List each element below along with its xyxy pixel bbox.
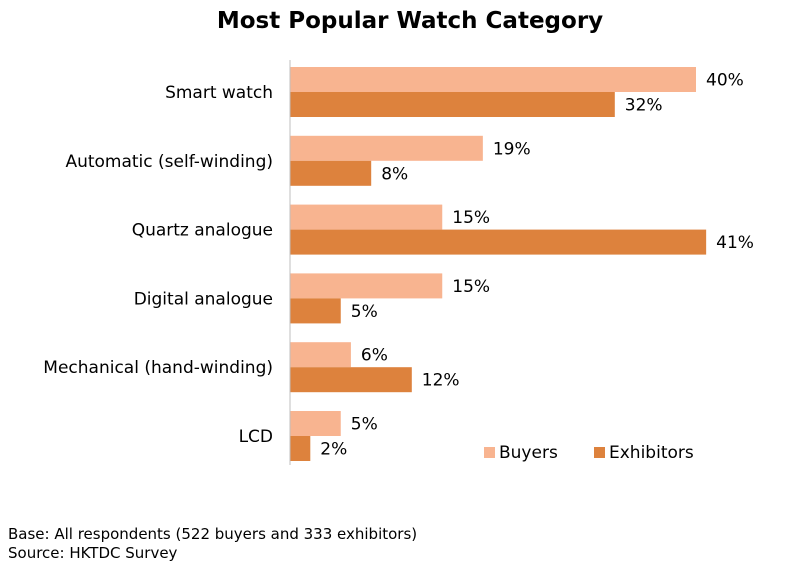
legend-label-exhibitors: Exhibitors xyxy=(609,443,694,463)
value-label-exhibitors-smart-watch: 32% xyxy=(625,96,663,116)
category-label-quartz-analogue: Quartz analogue xyxy=(132,221,273,241)
category-label-smart-watch: Smart watch xyxy=(165,83,273,103)
base-note: Base: All respondents (522 buyers and 33… xyxy=(8,525,418,543)
bar-buyers-digital-analogue xyxy=(290,273,443,299)
bar-exhibitors-mechanical-hand-winding xyxy=(290,367,412,393)
category-label-mechanical-hand-winding: Mechanical (hand-winding) xyxy=(43,358,273,378)
value-label-buyers-digital-analogue: 15% xyxy=(452,277,490,297)
value-label-exhibitors-digital-analogue: 5% xyxy=(351,302,378,322)
bar-exhibitors-quartz-analogue xyxy=(290,229,707,255)
bar-buyers-lcd xyxy=(290,411,341,436)
bars-layer xyxy=(290,67,707,461)
value-label-exhibitors-mechanical-hand-winding: 12% xyxy=(422,371,460,391)
value-label-exhibitors-quartz-analogue: 41% xyxy=(716,233,754,253)
bar-chart: Smart watch 40% 32% Automatic (self-winding… xyxy=(43,60,754,465)
bar-buyers-quartz-analogue xyxy=(290,204,443,230)
bar-buyers-smart-watch xyxy=(290,67,696,92)
bar-buyers-automatic-self-winding xyxy=(290,135,483,161)
bar-exhibitors-lcd xyxy=(290,436,311,461)
source-note: Source: HKTDC Survey xyxy=(8,544,178,562)
value-label-exhibitors-automatic-self-winding: 8% xyxy=(381,164,408,184)
bar-exhibitors-smart-watch xyxy=(290,92,615,117)
legend: Buyers Exhibitors xyxy=(484,443,694,463)
category-label-digital-analogue: Digital analogue xyxy=(134,289,273,309)
footnotes: Base: All respondents (522 buyers and 33… xyxy=(8,525,417,563)
value-label-buyers-automatic-self-winding: 19% xyxy=(493,139,531,159)
labels-layer: Smart watch 40% 32% Automatic (self-winding… xyxy=(43,71,754,460)
bar-buyers-mechanical-hand-winding xyxy=(290,342,351,368)
value-label-buyers-smart-watch: 40% xyxy=(706,71,744,91)
value-label-exhibitors-lcd: 2% xyxy=(320,440,347,460)
chart-title: Most Popular Watch Category xyxy=(216,8,604,34)
value-label-buyers-mechanical-hand-winding: 6% xyxy=(361,346,388,366)
value-label-buyers-quartz-analogue: 15% xyxy=(452,208,490,228)
value-label-buyers-lcd: 5% xyxy=(351,415,378,435)
category-label-lcd: LCD xyxy=(239,427,273,447)
legend-swatch-exhibitors xyxy=(594,447,605,458)
bar-exhibitors-automatic-self-winding xyxy=(290,160,372,186)
legend-label-buyers: Buyers xyxy=(499,443,558,463)
category-label-automatic-self-winding: Automatic (self-winding) xyxy=(65,152,273,172)
bar-exhibitors-digital-analogue xyxy=(290,298,341,324)
legend-swatch-buyers xyxy=(484,447,495,458)
